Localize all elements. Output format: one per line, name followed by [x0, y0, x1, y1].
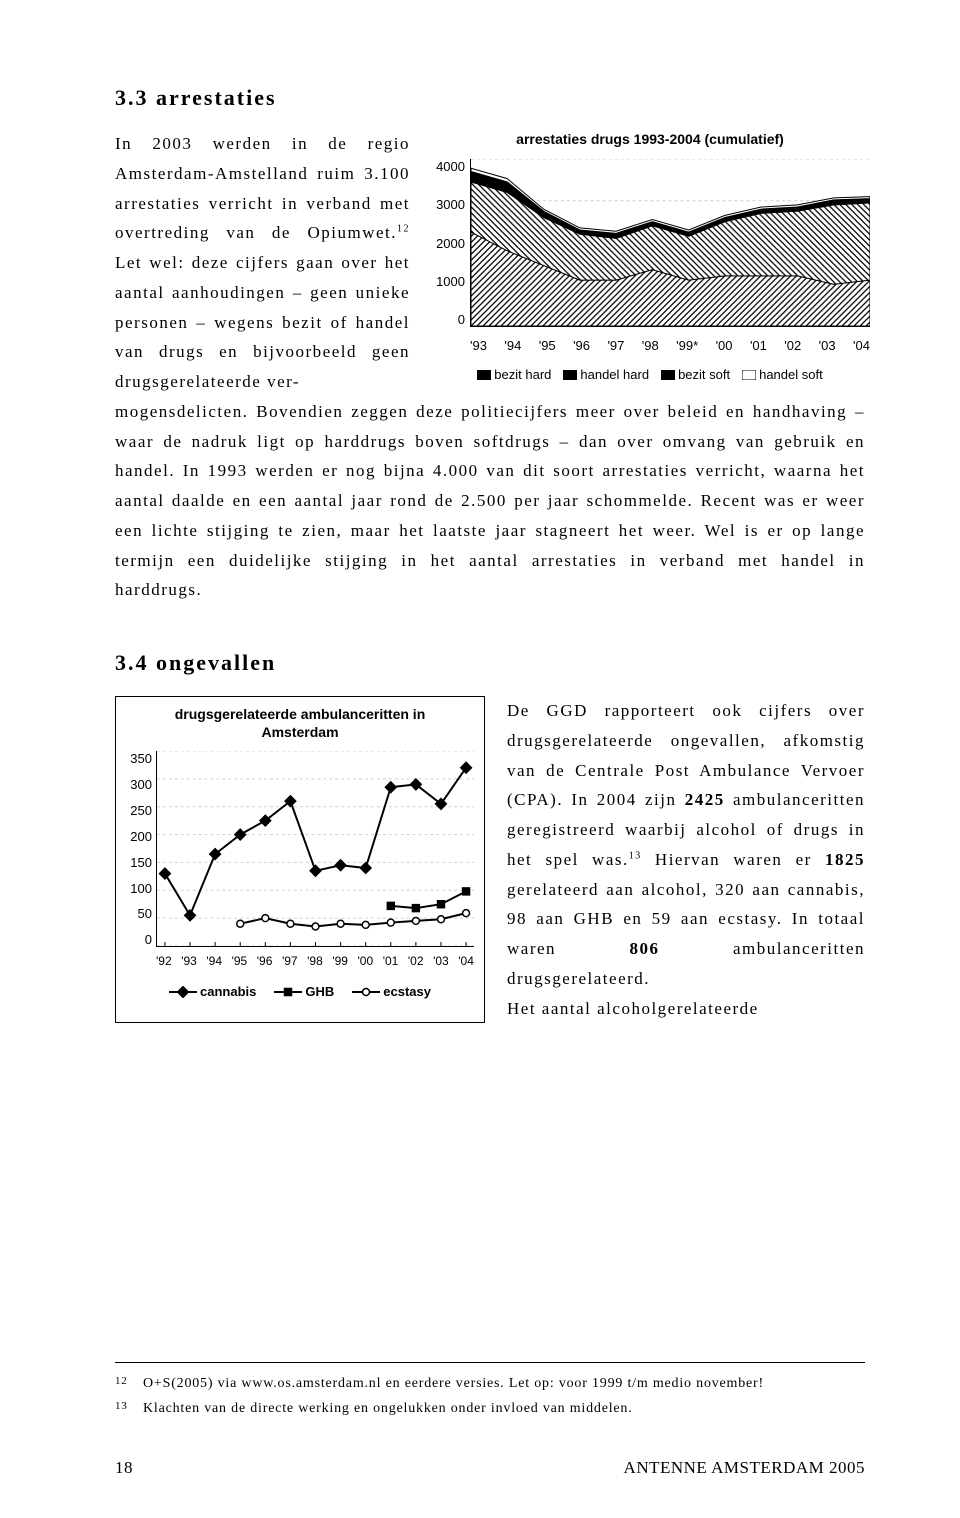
footnote-12-num: 12 [115, 1373, 131, 1394]
chart-34-svg [157, 751, 474, 946]
section-33-continuation: mogensdelicten. Bovendien zeggen deze po… [115, 397, 865, 605]
chart-34-title-l1: drugsgerelateerde ambulanceritten in [175, 706, 426, 722]
chart-arrestaties: arrestaties drugs 1993-2004 (cumulatief)… [430, 131, 870, 389]
section-34: 3.4 ongevallen drugsgerelateerde ambulan… [115, 650, 865, 1023]
chart-34-title-l2: Amsterdam [261, 724, 338, 740]
section-33-content: In 2003 werden in de regio Amsterdam-Ams… [115, 129, 865, 397]
footnote-12-text: O+S(2005) via www.os.amsterdam.nl en eer… [143, 1373, 764, 1394]
chart-33-ylabels: 40003000200010000 [430, 159, 470, 327]
chart-34-ylabels: 350300250200150100500 [126, 751, 156, 947]
chart-33-svg [471, 159, 870, 326]
section-33-chart-wrapper: arrestaties drugs 1993-2004 (cumulatief)… [430, 129, 870, 397]
chart-34-xlabels: '92'93'94'95'96'97'98'99'00'01'02'03'04 [156, 951, 474, 968]
section-34-content: drugsgerelateerde ambulanceritten in Ams… [115, 696, 865, 1023]
chart-34-title: drugsgerelateerde ambulanceritten in Ams… [126, 705, 474, 741]
section-34-right-p1: De GGD rapporteert ook cijfers over drug… [507, 701, 865, 988]
footnote-12: 12 O+S(2005) via www.os.amsterdam.nl en … [115, 1373, 865, 1394]
section-33-left-text: In 2003 werden in de regio Amsterdam-Ams… [115, 129, 410, 397]
section-34-right-p2: Het aantal alcoholgerelateerde [507, 999, 759, 1018]
section-33: 3.3 arrestaties In 2003 werden in de reg… [115, 85, 865, 605]
chart-33-legend: bezit hardhandel hardbezit softhandel so… [430, 367, 870, 382]
section-34-right-text: De GGD rapporteert ook cijfers over drug… [507, 696, 865, 1023]
footnote-13-text: Klachten van de directe werking en ongel… [143, 1398, 633, 1419]
chart-ambulanceritten: drugsgerelateerde ambulanceritten in Ams… [115, 696, 485, 1023]
page-number: 18 [115, 1458, 133, 1478]
chart-34-plot: 350300250200150100500 [126, 751, 474, 951]
chart-33-xlabels: '93'94'95'96'97'98'99*'00'01'02'03'04 [470, 334, 870, 353]
footnote-13-num: 13 [115, 1398, 131, 1419]
footnotes: 12 O+S(2005) via www.os.amsterdam.nl en … [115, 1362, 865, 1423]
section-34-heading: 3.4 ongevallen [115, 650, 865, 676]
footnote-13: 13 Klachten van de directe werking en on… [115, 1398, 865, 1419]
chart-33-title: arrestaties drugs 1993-2004 (cumulatief) [430, 131, 870, 147]
chart-34-legend: cannabisGHBecstasy [126, 984, 474, 999]
chart-34-plot-area [156, 751, 474, 947]
page-footer: 18 ANTENNE AMSTERDAM 2005 [115, 1458, 865, 1478]
section-33-heading: 3.3 arrestaties [115, 85, 865, 111]
document-page: 3.3 arrestaties In 2003 werden in de reg… [0, 0, 960, 1518]
chart-33-plot-area [470, 159, 870, 327]
chart-33-plot: 40003000200010000 [430, 159, 870, 334]
footer-source: ANTENNE AMSTERDAM 2005 [624, 1458, 865, 1478]
